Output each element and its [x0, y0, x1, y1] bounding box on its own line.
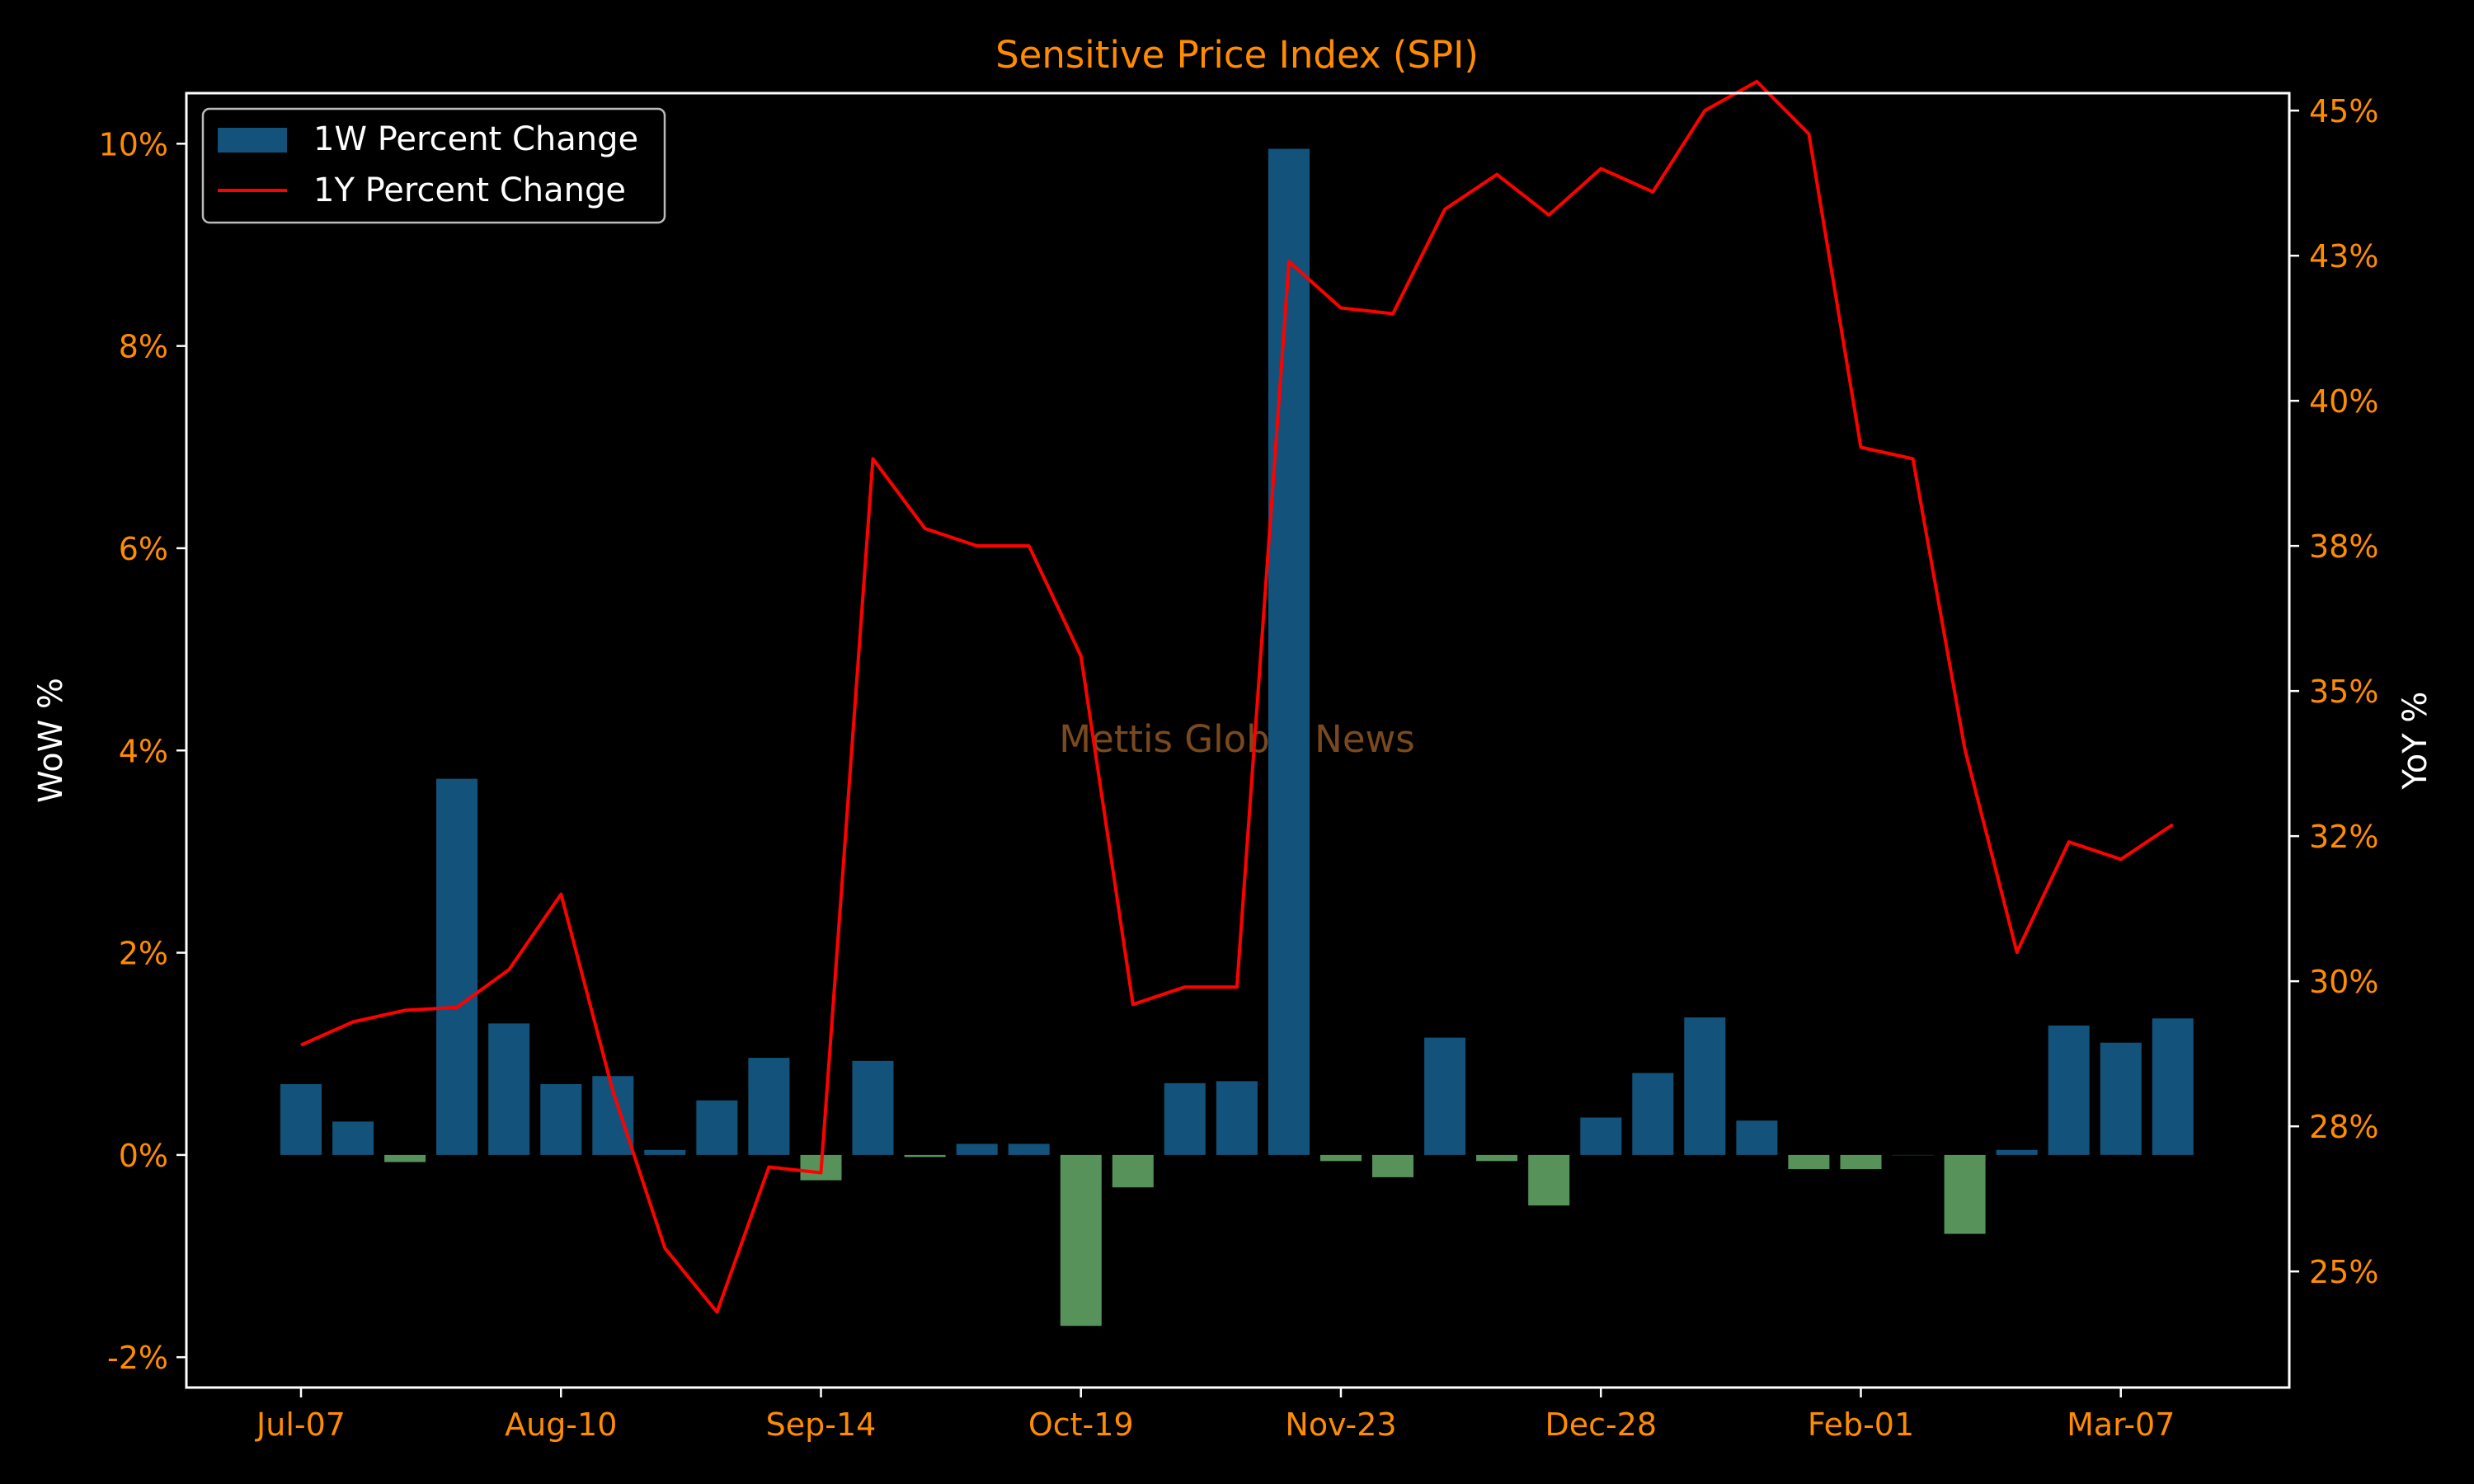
right-tick-label-7: 43% [2309, 238, 2378, 275]
legend: 1W Percent Change 1Y Percent Change [201, 107, 666, 224]
legend-label-line: 1Y Percent Change [313, 171, 626, 209]
legend-box [201, 107, 666, 224]
bar-23 [1476, 1154, 1518, 1162]
bar-22 [1424, 1037, 1466, 1155]
bar-7 [644, 1149, 686, 1155]
bar-27 [1684, 1017, 1726, 1155]
x-tick-label-4: Nov-23 [1285, 1407, 1396, 1443]
x-tick-label-3: Oct-19 [1028, 1407, 1134, 1443]
left-tick-label-4: 6% [119, 531, 168, 567]
left-tick-label-5: 8% [119, 329, 168, 365]
x-tick-label-6: Feb-01 [1808, 1407, 1914, 1443]
right-tick-label-2: 30% [2309, 964, 2378, 1000]
bar-12 [904, 1154, 946, 1158]
bar-13 [956, 1144, 998, 1155]
bar-15 [1060, 1154, 1102, 1327]
bar-20 [1320, 1154, 1362, 1162]
x-axis: Jul-07 Aug-10 Sep-14 Oct-19 Nov-23 Dec-28 Feb-… [255, 1388, 2175, 1443]
left-y-axis-label: WoW % [32, 678, 70, 803]
left-tick-label-0: -2% [107, 1340, 168, 1376]
left-tick-label-2: 2% [119, 936, 168, 972]
bar-16 [1112, 1154, 1154, 1188]
bar-9 [748, 1058, 790, 1155]
right-tick-label-8: 45% [2309, 93, 2378, 129]
watermark: Mettis Global News [1059, 717, 1415, 761]
left-tick-label-3: 4% [119, 733, 168, 769]
right-tick-label-1: 28% [2309, 1109, 2378, 1145]
right-y-axis: 25% 28% 30% 32% 35% 38% 40% 43% 45% [2289, 93, 2378, 1290]
bar-35 [2100, 1042, 2142, 1155]
right-tick-label-4: 35% [2309, 674, 2378, 710]
bar-32 [1944, 1154, 1986, 1234]
x-tick-label-1: Aug-10 [505, 1407, 617, 1443]
bar-34 [2048, 1025, 2090, 1155]
left-tick-label-6: 10% [99, 126, 168, 162]
left-tick-label-1: 0% [119, 1138, 168, 1174]
bar-11 [852, 1060, 894, 1155]
right-tick-label-5: 38% [2309, 528, 2378, 565]
bar-36 [2152, 1018, 2194, 1155]
bar-3 [436, 778, 478, 1155]
yoy-line [300, 79, 2174, 1314]
right-tick-label-0: 25% [2309, 1254, 2378, 1290]
bar-18 [1216, 1081, 1258, 1155]
bar-26 [1632, 1073, 1674, 1155]
bar-19 [1268, 148, 1310, 1155]
right-y-axis-label: YoY % [2396, 692, 2434, 791]
legend-bar-swatch [218, 128, 287, 153]
left-y-axis: -2% 0% 2% 4% 6% 8% 10% [99, 126, 186, 1376]
bar-2 [384, 1154, 426, 1162]
bar-5 [540, 1084, 582, 1155]
right-tick-label-3: 32% [2309, 819, 2378, 855]
bar-30 [1840, 1154, 1882, 1170]
bar-8 [696, 1100, 738, 1155]
bar-24 [1528, 1154, 1570, 1206]
line-series [300, 79, 2174, 1314]
x-tick-label-7: Mar-07 [2067, 1407, 2175, 1443]
bar-17 [1164, 1082, 1206, 1155]
bar-21 [1372, 1154, 1413, 1177]
bar-1 [332, 1121, 374, 1155]
bar-4 [488, 1023, 530, 1155]
x-tick-label-0: Jul-07 [255, 1407, 346, 1443]
bar-14 [1008, 1144, 1050, 1155]
plot-frame [185, 92, 2291, 1389]
bar-25 [1580, 1117, 1622, 1155]
bar-33 [1996, 1149, 2038, 1155]
chart-title: Sensitive Price Index (SPI) [995, 33, 1479, 77]
bar-0 [280, 1084, 322, 1155]
right-tick-label-6: 40% [2309, 383, 2378, 420]
bar-31 [1892, 1154, 1934, 1156]
x-tick-label-2: Sep-14 [766, 1407, 877, 1443]
bar-series [280, 148, 2194, 1327]
bar-28 [1736, 1120, 1778, 1155]
legend-label-bar: 1W Percent Change [313, 120, 638, 158]
x-tick-label-5: Dec-28 [1545, 1407, 1657, 1443]
bar-29 [1788, 1154, 1830, 1170]
